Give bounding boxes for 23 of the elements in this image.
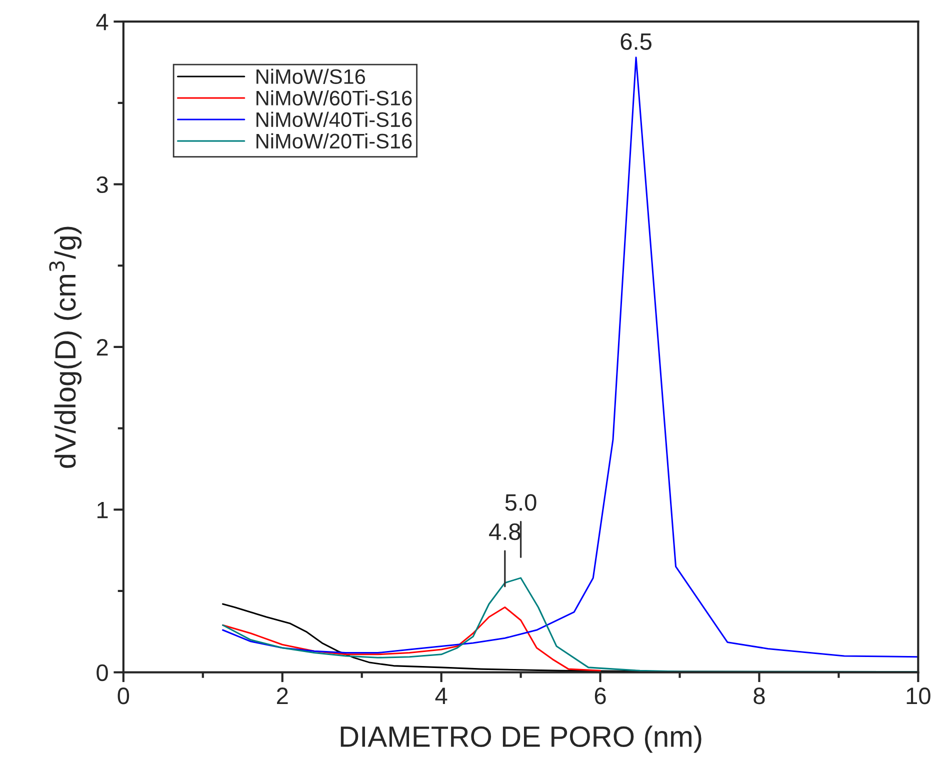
y-axis-title: dV/dlog(D) (cm$^{3}$/g) [49, 226, 82, 468]
x-axis-title: DIAMETRO DE PORO (nm) [340, 726, 702, 753]
line-series [222, 606, 602, 672]
x-tick-label: 10 [906, 688, 930, 704]
legend-label: NiMoW/S16 [256, 68, 366, 84]
legend-label: NiMoW/60Ti-S16 [256, 90, 412, 106]
line-series [222, 56, 918, 658]
y-tick-label: 4 [96, 14, 108, 30]
annotation: 4.8 [489, 523, 520, 540]
y-tick-label: 1 [98, 502, 108, 518]
y-tick-label: 0 [96, 664, 108, 682]
y-tick-label: 2 [96, 339, 108, 356]
annotation: 6.5 [620, 33, 652, 50]
x-tick-label: 6 [594, 688, 606, 704]
y-tick-label: 3 [96, 176, 108, 194]
line-series [222, 577, 918, 672]
x-tick-label: 4 [435, 688, 448, 704]
x-tick-label: 2 [276, 688, 288, 704]
x-tick-label: 8 [754, 688, 765, 704]
x-tick-label: 0 [118, 688, 130, 704]
annotation: 5.0 [505, 494, 536, 511]
legend-label: NiMoW/40Ti-S16 [256, 112, 412, 128]
legend-label: NiMoW/20Ti-S16 [256, 133, 412, 149]
